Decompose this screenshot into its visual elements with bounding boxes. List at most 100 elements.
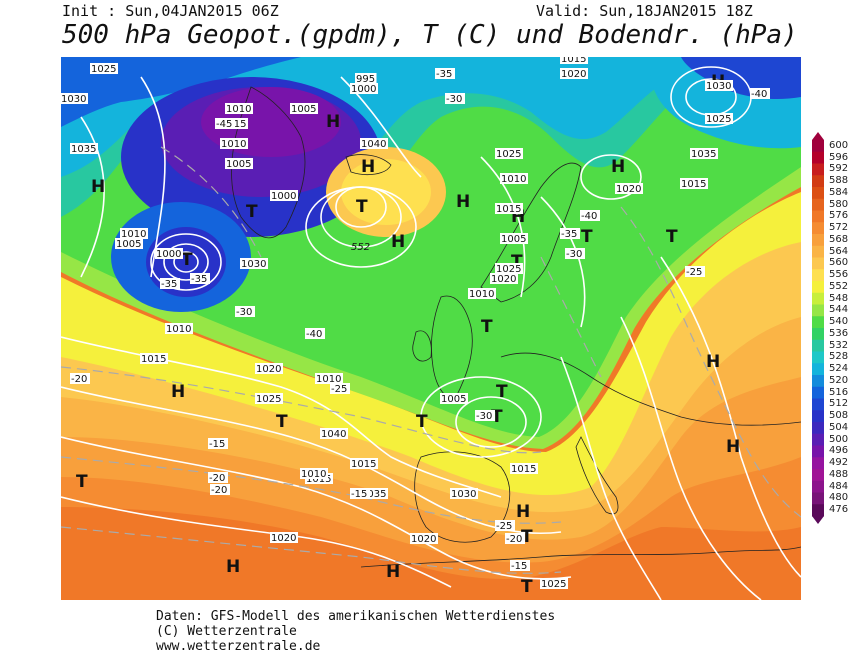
colorbar-swatch [812, 375, 824, 388]
colorbar-top-arrow [812, 132, 824, 140]
pressure-center-label: T [666, 227, 678, 247]
pressure-center-label: H [391, 232, 405, 252]
colorbar-swatch [812, 304, 824, 317]
isotherm-label: -20 [505, 533, 525, 545]
svg-text:1015: 1015 [306, 474, 331, 485]
footer-url: www.wetterzentrale.de [156, 639, 321, 654]
colorbar-tick-label: 552 [829, 280, 849, 292]
isotherm-label: -35 [560, 228, 580, 240]
init-time: Init : Sun,04JAN2015 06Z [62, 2, 279, 20]
svg-text:1025: 1025 [706, 114, 731, 125]
pressure-center-label: T [481, 317, 493, 337]
svg-text:-15: -15 [209, 439, 225, 450]
isobar-label: 1015 [560, 57, 588, 65]
isobar-label: 1030 [240, 258, 268, 270]
colorbar-swatch [812, 257, 824, 270]
isobar-label: 1010 [300, 468, 328, 480]
svg-text:-40: -40 [581, 211, 597, 222]
svg-text:1010: 1010 [166, 324, 191, 335]
svg-text:1020: 1020 [491, 274, 516, 285]
svg-text:-30: -30 [446, 94, 462, 105]
colorbar-swatch [812, 163, 824, 176]
colorbar-tick-label: 576 [829, 210, 849, 222]
colorbar-tick-label: 532 [829, 339, 849, 351]
svg-text:1015: 1015 [141, 354, 166, 365]
pressure-center-label: T [246, 202, 258, 222]
colorbar-tick-label: 496 [829, 445, 849, 457]
chart-title: 500 hPa Geopot.(gpdm), T (C) und Bodendr… [62, 20, 798, 50]
pressure-center-label: T [581, 227, 593, 247]
isotherm-label: -30 [445, 93, 465, 105]
isotherm-label: -20 [208, 472, 228, 484]
isotherm-label: -15 [208, 438, 228, 450]
isobar-label: 1010 [468, 288, 496, 300]
isobar-label: 1035 [690, 148, 718, 160]
colorbar-swatch [812, 469, 824, 482]
colorbar-swatch [812, 245, 824, 258]
pressure-center-label: T [181, 250, 193, 270]
svg-text:1005: 1005 [116, 239, 141, 250]
svg-text:-40: -40 [306, 329, 322, 340]
geopotential-label: 552 [351, 242, 370, 253]
svg-text:1015: 1015 [496, 204, 521, 215]
svg-text:1025: 1025 [496, 264, 521, 275]
svg-text:-30: -30 [236, 307, 252, 318]
isobar-label: 1005 [225, 158, 253, 170]
colorbar-swatch [812, 198, 824, 211]
svg-text:1025: 1025 [256, 394, 281, 405]
svg-text:-35: -35 [561, 229, 577, 240]
field-556 [61, 192, 801, 496]
isobar-label: 1040 [360, 138, 388, 150]
isotherm-label: -20 [70, 373, 90, 385]
isobar-label: 1040 [320, 428, 348, 440]
coast-greenland [231, 86, 306, 239]
isobar-label: 1005 [500, 233, 528, 245]
svg-text:1015: 1015 [511, 464, 536, 475]
svg-text:1015: 1015 [681, 179, 706, 190]
isotherm-label: -45 [215, 118, 235, 130]
isobar-label: 1015 [680, 178, 708, 190]
colorbar-tick-label: 580 [829, 198, 849, 210]
colorbar-tick-label: 548 [829, 292, 849, 304]
colorbar-swatch [812, 363, 824, 376]
svg-text:-15: -15 [351, 489, 367, 500]
isotherm-label: -35 [190, 273, 210, 285]
colorbar-tick-label: 536 [829, 327, 849, 339]
isobar-label: 1010 [165, 323, 193, 335]
colorbar-tick-label: 508 [829, 410, 849, 422]
svg-text:-20: -20 [506, 534, 522, 545]
svg-text:995: 995 [356, 74, 375, 85]
isobar-label: 1020 [615, 183, 643, 195]
valid-time: Valid: Sun,18JAN2015 18Z [536, 2, 753, 20]
isobar-label: 1015 [350, 458, 378, 470]
colorbar-swatch [812, 351, 824, 364]
isotherm-label: -40 [580, 210, 600, 222]
isobar-label: 1020 [490, 273, 518, 285]
coast-iceland [345, 154, 392, 176]
svg-text:1010: 1010 [469, 289, 494, 300]
isotherm-label: -15 [510, 560, 530, 572]
weather-map: HHHHHHHHHHHHHHTTTTTTTTTTTTTT102510301035… [61, 57, 801, 600]
svg-text:1030: 1030 [241, 259, 266, 270]
colorbar-swatch [812, 234, 824, 247]
svg-text:1035: 1035 [71, 144, 96, 155]
pressure-center-label: H [171, 382, 185, 402]
coast-continent [500, 352, 801, 426]
colorbar-tick-label: 476 [829, 504, 849, 516]
svg-text:1015: 1015 [561, 57, 586, 65]
colorbar-swatch [812, 457, 824, 470]
pressure-center-label: T [356, 197, 368, 217]
colorbar-swatch [812, 410, 824, 423]
colorbar-tick-label: 568 [829, 233, 849, 245]
colorbar-swatches [812, 132, 824, 524]
isobar-label: 1010 [500, 173, 528, 185]
coast-africa [360, 546, 801, 568]
svg-text:1020: 1020 [256, 364, 281, 375]
svg-text:1025: 1025 [496, 149, 521, 160]
colorbar-swatch [812, 269, 824, 282]
isobar-label: 1015 [140, 353, 168, 365]
colorbar-swatch [812, 504, 824, 517]
svg-text:1025: 1025 [91, 64, 116, 75]
svg-text:1010: 1010 [301, 469, 326, 480]
svg-text:1030: 1030 [451, 489, 476, 500]
